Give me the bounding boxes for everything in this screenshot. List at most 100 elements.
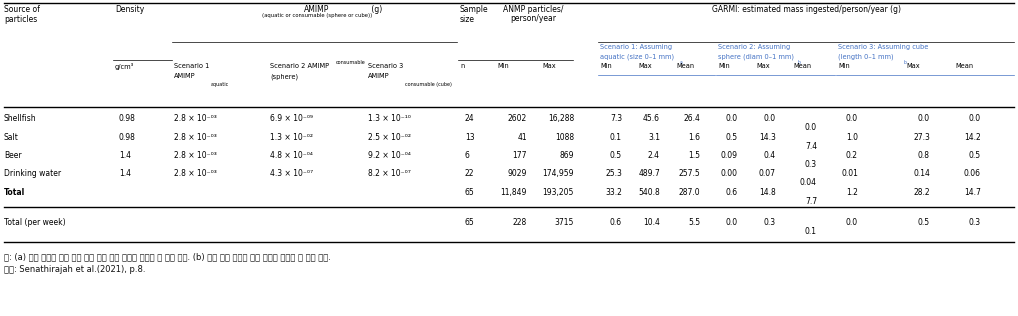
Text: 13: 13 xyxy=(465,133,474,142)
Text: (length 0–1 mm): (length 0–1 mm) xyxy=(838,54,894,60)
Text: 0.0: 0.0 xyxy=(846,114,858,123)
Text: 0.0: 0.0 xyxy=(846,218,858,227)
Text: 주: (a) 문헌 검토를 통해 얻은 수계 입자 크기 자료를 토대로 한 입자 크기. (b) 소비 식품 유형별 입자 분포를 토대로 한 입자 크기.: 주: (a) 문헌 검토를 통해 얻은 수계 입자 크기 자료를 토대로 한 입… xyxy=(4,252,331,261)
Text: 0.14: 0.14 xyxy=(913,169,930,178)
Text: 0.3: 0.3 xyxy=(969,218,981,227)
Text: 2.8 × 10⁻⁰³: 2.8 × 10⁻⁰³ xyxy=(174,133,217,142)
Text: 0.0: 0.0 xyxy=(918,114,930,123)
Text: 7.7: 7.7 xyxy=(805,197,817,206)
Text: 8.2 × 10⁻⁰⁷: 8.2 × 10⁻⁰⁷ xyxy=(367,169,410,178)
Text: 25.3: 25.3 xyxy=(605,169,622,178)
Text: 0.04: 0.04 xyxy=(800,178,817,187)
Text: (sphere): (sphere) xyxy=(270,73,298,80)
Text: Scenario 3: Assuming cube: Scenario 3: Assuming cube xyxy=(838,44,928,50)
Text: 1.4: 1.4 xyxy=(119,169,131,178)
Text: Drinking water: Drinking water xyxy=(4,169,61,178)
Text: 489.7: 489.7 xyxy=(638,169,660,178)
Text: person/year: person/year xyxy=(510,14,556,23)
Text: 540.8: 540.8 xyxy=(638,188,660,197)
Text: 4.3 × 10⁻⁰⁷: 4.3 × 10⁻⁰⁷ xyxy=(270,169,313,178)
Text: n: n xyxy=(460,63,464,69)
Text: Max: Max xyxy=(638,63,652,69)
Text: 0.4: 0.4 xyxy=(764,151,776,160)
Text: 2602: 2602 xyxy=(508,114,527,123)
Text: consumable: consumable xyxy=(336,60,365,65)
Text: 24: 24 xyxy=(465,114,474,123)
Text: 0.0: 0.0 xyxy=(969,114,981,123)
Text: Total (per week): Total (per week) xyxy=(4,218,65,227)
Text: 1.5: 1.5 xyxy=(688,151,700,160)
Text: 177: 177 xyxy=(512,151,527,160)
Text: 0.5: 0.5 xyxy=(918,218,930,227)
Text: 45.6: 45.6 xyxy=(643,114,660,123)
Text: 3715: 3715 xyxy=(555,218,574,227)
Text: 0.07: 0.07 xyxy=(759,169,776,178)
Text: GARMI: estimated mass ingested/person/year (g): GARMI: estimated mass ingested/person/ye… xyxy=(713,5,902,14)
Text: 26.4: 26.4 xyxy=(683,114,700,123)
Text: AMIMP: AMIMP xyxy=(367,73,390,79)
Text: 193,205: 193,205 xyxy=(543,188,574,197)
Text: 자료: Senathirajah et al.(2021), p.8.: 자료: Senathirajah et al.(2021), p.8. xyxy=(4,265,146,274)
Text: 0.00: 0.00 xyxy=(721,169,738,178)
Text: ANMP particles/: ANMP particles/ xyxy=(503,5,563,14)
Text: 1.2: 1.2 xyxy=(846,188,858,197)
Text: 1.6: 1.6 xyxy=(688,133,700,142)
Text: Max: Max xyxy=(542,63,556,69)
Text: 33.2: 33.2 xyxy=(605,188,622,197)
Text: b: b xyxy=(904,60,907,65)
Text: 0.06: 0.06 xyxy=(964,169,981,178)
Text: Sample
size: Sample size xyxy=(460,5,489,24)
Text: Mean: Mean xyxy=(955,63,973,69)
Text: Scenario 1: Assuming: Scenario 1: Assuming xyxy=(600,44,672,50)
Text: Shellfish: Shellfish xyxy=(4,114,37,123)
Text: 1.3 × 10⁻¹⁰: 1.3 × 10⁻¹⁰ xyxy=(367,114,411,123)
Text: g/cm³: g/cm³ xyxy=(115,63,134,70)
Text: 287.0: 287.0 xyxy=(678,188,700,197)
Text: 1.3 × 10⁻⁰²: 1.3 × 10⁻⁰² xyxy=(270,133,313,142)
Text: 0.98: 0.98 xyxy=(119,133,135,142)
Text: 0.09: 0.09 xyxy=(721,151,738,160)
Text: Min: Min xyxy=(838,63,850,69)
Text: 14.3: 14.3 xyxy=(759,133,776,142)
Text: 2.8 × 10⁻⁰³: 2.8 × 10⁻⁰³ xyxy=(174,151,217,160)
Text: 14.2: 14.2 xyxy=(964,133,981,142)
Text: Max: Max xyxy=(756,63,770,69)
Text: 0.0: 0.0 xyxy=(764,114,776,123)
Text: 257.5: 257.5 xyxy=(678,169,700,178)
Text: 9029: 9029 xyxy=(508,169,527,178)
Text: 16,288: 16,288 xyxy=(548,114,574,123)
Text: b: b xyxy=(798,60,801,65)
Text: 3.1: 3.1 xyxy=(648,133,660,142)
Text: Scenario 3: Scenario 3 xyxy=(367,63,403,69)
Text: 14.8: 14.8 xyxy=(759,188,776,197)
Text: 65: 65 xyxy=(465,188,474,197)
Text: 0.6: 0.6 xyxy=(726,188,738,197)
Text: 9.2 × 10⁻⁰⁴: 9.2 × 10⁻⁰⁴ xyxy=(367,151,411,160)
Text: AMIMP: AMIMP xyxy=(304,5,330,14)
Text: 0.3: 0.3 xyxy=(805,160,817,169)
Text: Scenario 1: Scenario 1 xyxy=(174,63,210,69)
Text: Total: Total xyxy=(4,188,25,197)
Text: 22: 22 xyxy=(465,169,474,178)
Text: Salt: Salt xyxy=(4,133,19,142)
Text: 174,959: 174,959 xyxy=(543,169,574,178)
Text: 0.0: 0.0 xyxy=(726,114,738,123)
Text: 41: 41 xyxy=(517,133,527,142)
Text: 228: 228 xyxy=(513,218,527,227)
Text: 1.4: 1.4 xyxy=(119,151,131,160)
Text: 2.8 × 10⁻⁰³: 2.8 × 10⁻⁰³ xyxy=(174,114,217,123)
Text: 0.0: 0.0 xyxy=(726,218,738,227)
Text: Source of
particles: Source of particles xyxy=(4,5,40,24)
Text: (aquatic or consumable (sphere or cube)): (aquatic or consumable (sphere or cube)) xyxy=(262,13,373,18)
Text: aquatic: aquatic xyxy=(211,82,229,87)
Text: Scenario 2: Assuming: Scenario 2: Assuming xyxy=(718,44,790,50)
Text: 0.98: 0.98 xyxy=(119,114,135,123)
Text: 1.0: 1.0 xyxy=(846,133,858,142)
Text: Min: Min xyxy=(600,63,612,69)
Text: 11,849: 11,849 xyxy=(501,188,527,197)
Text: 0.01: 0.01 xyxy=(841,169,858,178)
Text: 4.8 × 10⁻⁰⁴: 4.8 × 10⁻⁰⁴ xyxy=(270,151,313,160)
Text: Min: Min xyxy=(497,63,509,69)
Text: Beer: Beer xyxy=(4,151,21,160)
Text: 0.0: 0.0 xyxy=(805,123,817,132)
